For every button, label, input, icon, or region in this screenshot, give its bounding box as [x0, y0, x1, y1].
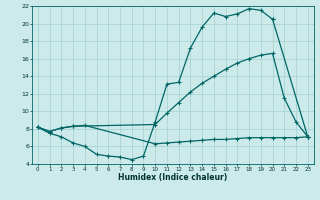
X-axis label: Humidex (Indice chaleur): Humidex (Indice chaleur)	[118, 173, 228, 182]
